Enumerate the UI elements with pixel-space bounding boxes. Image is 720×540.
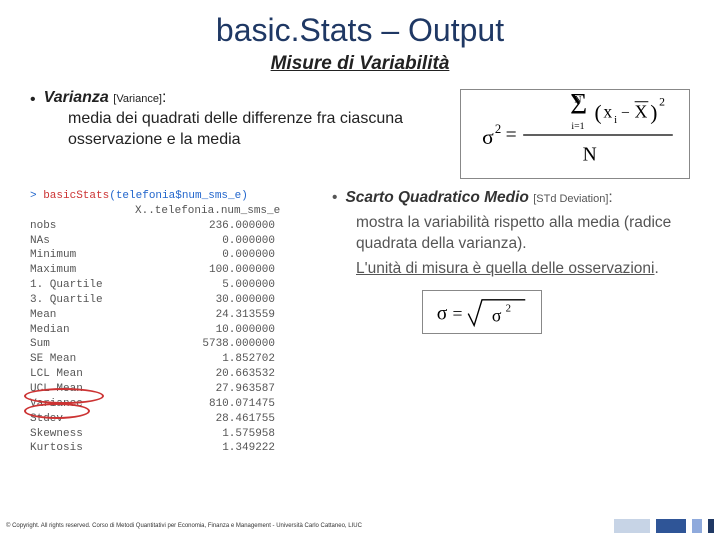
svg-text:i=1: i=1 — [571, 121, 584, 132]
stat-row: Kurtosis1.349222 — [30, 441, 320, 456]
stat-value: 20.663532 — [135, 367, 275, 382]
footer-bar — [708, 519, 714, 533]
stat-row: Skewness1.575958 — [30, 427, 320, 442]
stat-value: 1.852702 — [135, 352, 275, 367]
stat-label: Median — [30, 323, 135, 338]
svg-text:N: N — [583, 144, 597, 165]
variance-row: • Varianza [Variance]: media dei quadrat… — [30, 89, 690, 179]
stat-label: Kurtosis — [30, 441, 135, 456]
svg-text:=: = — [506, 125, 517, 146]
stat-row: Sum5738.000000 — [30, 337, 320, 352]
copyright: © Copyright. All rights reserved. Corso … — [6, 523, 362, 529]
stat-row: 3. Quartile30.000000 — [30, 293, 320, 308]
variance-formula: σ 2 = Σ N i=1 ( x i − X ) 2 N — [460, 89, 690, 179]
svg-text:2: 2 — [506, 303, 511, 315]
variance-definition: • Varianza [Variance]: media dei quadrat… — [30, 89, 444, 179]
footer-bar — [614, 519, 650, 533]
highlight-ellipse-stdev — [24, 403, 90, 419]
stat-row: NAs0.000000 — [30, 234, 320, 249]
highlight-ellipse-variance — [24, 388, 104, 404]
stat-label: LCL Mean — [30, 367, 135, 382]
svg-text:i: i — [614, 114, 617, 126]
stat-value: 5.000000 — [135, 278, 275, 293]
stat-value: 236.000000 — [135, 219, 275, 234]
svg-text:X: X — [635, 101, 648, 121]
svg-text:2: 2 — [495, 122, 501, 136]
stddev-body2-dot: . — [655, 260, 659, 277]
stddev-term: Scarto Quadratico Medio — [345, 189, 528, 206]
r-output: > basicStats(telefonia$num_sms_e) X..tel… — [30, 189, 320, 456]
page-title: basic.Stats – Output — [30, 12, 690, 49]
stddev-body: mostra la variabilità rispetto alla medi… — [332, 213, 690, 280]
stat-value: 27.963587 — [135, 382, 275, 397]
slide: basic.Stats – Output Misure di Variabili… — [0, 0, 720, 540]
footer-bars — [614, 519, 714, 533]
bullet-dot: • — [30, 91, 36, 109]
stat-row: Mean24.313559 — [30, 308, 320, 323]
stat-row: SE Mean1.852702 — [30, 352, 320, 367]
variance-term: Varianza — [44, 89, 109, 106]
stddev-body2: L'unità di misura è quella delle osserva… — [356, 260, 655, 277]
subtitle: Misure di Variabilità — [30, 53, 690, 75]
stddev-block: • Scarto Quadratico Medio [STd Deviation… — [332, 189, 690, 456]
stat-label: Skewness — [30, 427, 135, 442]
footer: © Copyright. All rights reserved. Corso … — [0, 516, 720, 536]
stddev-body1: mostra la variabilità rispetto alla medi… — [356, 213, 690, 255]
r-header: X..telefonia.num_sms_e — [135, 204, 275, 219]
svg-text:−: − — [621, 104, 630, 121]
variance-formula-svg: σ 2 = Σ N i=1 ( x i − X ) 2 N — [461, 90, 689, 178]
stat-label: Minimum — [30, 248, 135, 263]
stddev-formula: σ = σ 2 — [422, 290, 542, 334]
svg-text:=: = — [453, 304, 463, 324]
svg-text:σ: σ — [437, 303, 448, 325]
stat-row: Minimum0.000000 — [30, 248, 320, 263]
stat-row: 1. Quartile5.000000 — [30, 278, 320, 293]
stat-label: 1. Quartile — [30, 278, 135, 293]
stddev-tag: [STd Deviation] — [533, 193, 608, 205]
stat-value: 100.000000 — [135, 263, 275, 278]
stat-value: 10.000000 — [135, 323, 275, 338]
svg-text:x: x — [603, 101, 612, 121]
stat-value: 28.461755 — [135, 412, 275, 427]
stat-value: 1.349222 — [135, 441, 275, 456]
variance-colon: : — [162, 89, 166, 106]
footer-bar — [656, 519, 686, 533]
r-args: (telefonia$num_sms_e) — [109, 190, 248, 202]
svg-text:2: 2 — [659, 96, 665, 109]
stddev-colon: : — [608, 189, 612, 206]
stat-row: LCL Mean20.663532 — [30, 367, 320, 382]
stat-label: NAs — [30, 234, 135, 249]
stat-value: 0.000000 — [135, 234, 275, 249]
variance-tag: [Variance] — [113, 93, 162, 105]
stat-label: Sum — [30, 337, 135, 352]
variance-body: media dei quadrati delle differenze fra … — [30, 109, 444, 151]
stat-value: 1.575958 — [135, 427, 275, 442]
r-prompt: > — [30, 190, 43, 202]
lower-row: > basicStats(telefonia$num_sms_e) X..tel… — [30, 189, 690, 456]
stat-row: Maximum100.000000 — [30, 263, 320, 278]
svg-text:σ: σ — [492, 306, 502, 326]
svg-text:(: ( — [595, 100, 602, 124]
bullet-dot-2: • — [332, 189, 337, 207]
stat-value: 0.000000 — [135, 248, 275, 263]
r-fn: basicStats — [43, 190, 109, 202]
stats-table: nobs236.000000NAs0.000000Minimum0.000000… — [30, 219, 320, 457]
stat-value: 30.000000 — [135, 293, 275, 308]
svg-text:σ: σ — [482, 125, 494, 149]
svg-text:N: N — [574, 94, 581, 105]
stat-value: 24.313559 — [135, 308, 275, 323]
stat-label: Maximum — [30, 263, 135, 278]
stat-label: Mean — [30, 308, 135, 323]
footer-bar — [692, 519, 702, 533]
stat-label: nobs — [30, 219, 135, 234]
stat-label: 3. Quartile — [30, 293, 135, 308]
svg-text:): ) — [650, 100, 657, 124]
stat-row: Median10.000000 — [30, 323, 320, 338]
stat-value: 5738.000000 — [135, 337, 275, 352]
stat-row: nobs236.000000 — [30, 219, 320, 234]
stddev-formula-svg: σ = σ 2 — [423, 290, 541, 333]
stat-label: SE Mean — [30, 352, 135, 367]
stat-value: 810.071475 — [135, 397, 275, 412]
